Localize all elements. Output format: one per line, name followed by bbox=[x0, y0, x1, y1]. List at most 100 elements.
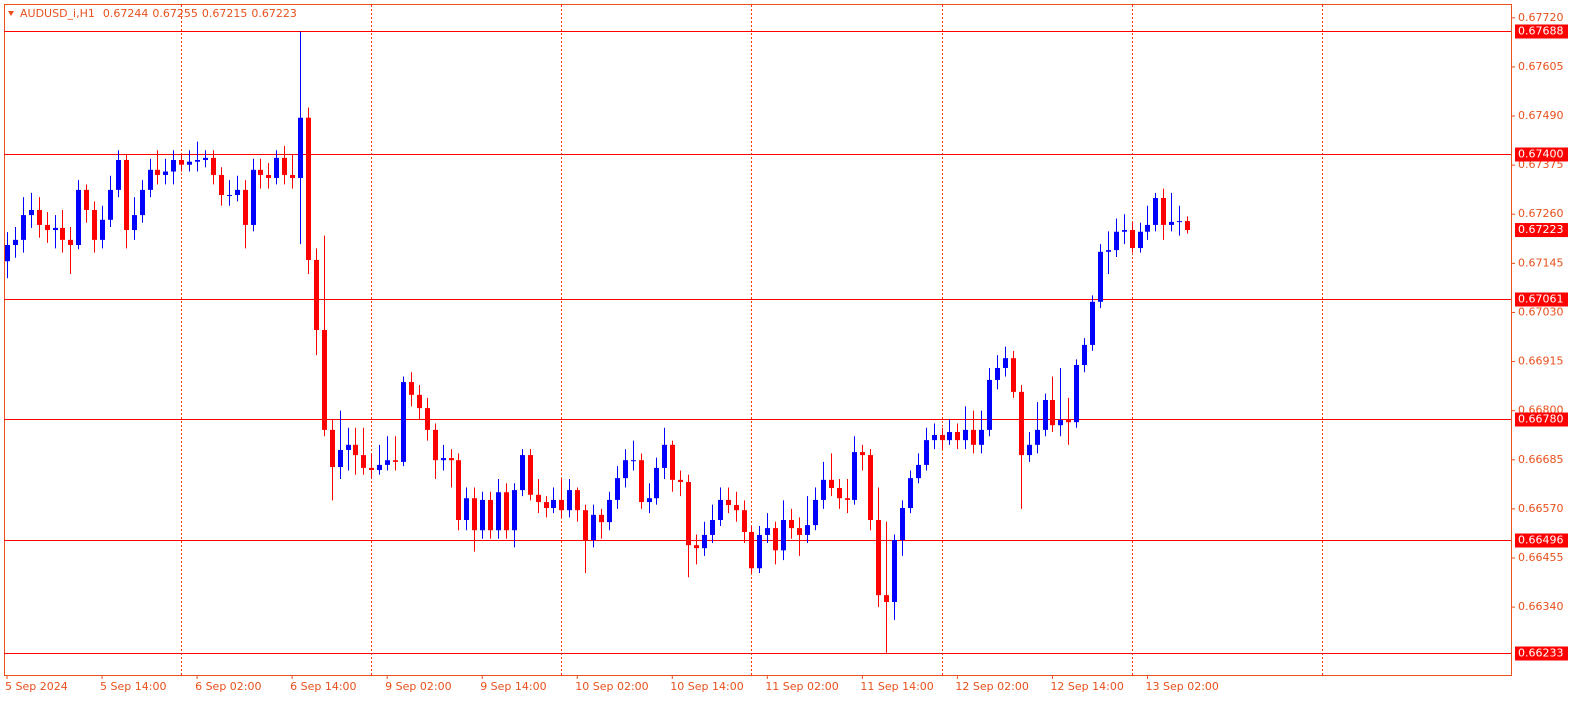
candle-body bbox=[908, 478, 913, 509]
candle-body bbox=[13, 239, 18, 245]
x-tick-label: 11 Sep 02:00 bbox=[765, 680, 838, 693]
candle-body bbox=[789, 519, 794, 529]
y-tick-label: 0.66915 bbox=[1518, 355, 1564, 368]
candle-body bbox=[53, 227, 58, 231]
x-tick-label: 13 Sep 02:00 bbox=[1145, 680, 1218, 693]
candle-body bbox=[401, 382, 406, 462]
candle-body bbox=[631, 460, 636, 462]
x-tick-label: 5 Sep 2024 bbox=[5, 680, 68, 693]
candle-body bbox=[813, 499, 818, 526]
candle-body bbox=[1122, 230, 1127, 232]
candle-body bbox=[932, 435, 937, 441]
y-tick-label: 0.66570 bbox=[1518, 502, 1564, 515]
level-label-bg bbox=[1515, 292, 1568, 307]
candle-body bbox=[1130, 230, 1135, 248]
candle-body bbox=[155, 169, 160, 175]
candle-body bbox=[829, 479, 834, 488]
candle-body bbox=[235, 189, 240, 196]
candle-body bbox=[433, 429, 438, 461]
candle-body bbox=[163, 171, 168, 175]
candle-body bbox=[417, 394, 422, 409]
candle-body bbox=[76, 189, 81, 245]
candle-body bbox=[456, 460, 461, 520]
candle-body bbox=[306, 117, 311, 260]
candle-body bbox=[1066, 420, 1071, 423]
candle-body bbox=[916, 464, 921, 479]
candle-body bbox=[639, 460, 644, 503]
candle-body bbox=[45, 224, 50, 231]
candle-body bbox=[837, 487, 842, 499]
candle-body bbox=[995, 367, 1000, 380]
candle-body bbox=[734, 505, 739, 511]
candle-body bbox=[520, 455, 525, 491]
candle-body bbox=[544, 502, 549, 509]
candle-body bbox=[805, 525, 810, 535]
candle-body bbox=[68, 239, 73, 245]
level-label: 0.67400 bbox=[1518, 148, 1564, 161]
candle-body bbox=[211, 157, 216, 175]
candle-body bbox=[425, 408, 430, 430]
candle-body bbox=[615, 478, 620, 500]
x-tick-label: 10 Sep 02:00 bbox=[575, 680, 648, 693]
candle-body bbox=[393, 460, 398, 462]
candle-body bbox=[258, 169, 263, 175]
candle-body bbox=[670, 444, 675, 480]
close-value: 0.67223 bbox=[251, 7, 297, 20]
candle-body bbox=[92, 209, 97, 240]
candle-body bbox=[567, 490, 572, 511]
candle-body bbox=[662, 444, 667, 468]
level-label: 0.67061 bbox=[1518, 293, 1564, 306]
candle-body bbox=[441, 458, 446, 461]
candle-body bbox=[37, 209, 42, 225]
candle-body bbox=[797, 528, 802, 535]
candle-body bbox=[694, 545, 699, 549]
candle-body bbox=[488, 499, 493, 531]
candle-body bbox=[195, 160, 200, 162]
last-price-bg bbox=[1515, 223, 1568, 238]
y-tick-label: 0.67605 bbox=[1518, 60, 1564, 73]
candle-body bbox=[742, 510, 747, 532]
candle-body bbox=[298, 117, 303, 178]
candle-body bbox=[449, 458, 454, 461]
symbol: AUDUSD_i,H1 bbox=[20, 7, 95, 20]
x-tick-label: 6 Sep 02:00 bbox=[195, 680, 261, 693]
x-tick-label: 5 Sep 14:00 bbox=[100, 680, 166, 693]
candle-body bbox=[219, 174, 224, 196]
candle-body bbox=[559, 499, 564, 511]
x-tick-label: 12 Sep 14:00 bbox=[1050, 680, 1123, 693]
level-label: 0.67688 bbox=[1518, 25, 1564, 38]
candle-body bbox=[338, 449, 343, 468]
candle-body bbox=[1050, 399, 1055, 426]
candle-body bbox=[963, 429, 968, 441]
high-value: 0.67255 bbox=[152, 7, 198, 20]
level-label: 0.66780 bbox=[1518, 413, 1564, 426]
candle-body bbox=[148, 169, 153, 190]
candle-body bbox=[821, 479, 826, 500]
candle-body bbox=[361, 455, 366, 468]
candle-body bbox=[749, 531, 754, 569]
candle-body bbox=[955, 432, 960, 441]
candle-body bbox=[346, 444, 351, 450]
candle-body bbox=[575, 490, 580, 511]
candle-body bbox=[124, 160, 129, 231]
y-tick-label: 0.66685 bbox=[1518, 453, 1564, 466]
candle-body bbox=[480, 499, 485, 531]
candle-body bbox=[599, 514, 604, 523]
candle-body bbox=[781, 519, 786, 551]
candle-body bbox=[274, 157, 279, 178]
candle-body bbox=[116, 160, 121, 190]
candle-body bbox=[979, 429, 984, 445]
candle-body bbox=[472, 498, 477, 531]
candle-body bbox=[1058, 420, 1063, 426]
candle-body bbox=[385, 460, 390, 465]
candle-body bbox=[409, 382, 414, 395]
candle-body bbox=[1138, 231, 1143, 248]
candle-body bbox=[1019, 391, 1024, 456]
candle-body bbox=[187, 161, 192, 165]
level-label-bg bbox=[1515, 533, 1568, 548]
candle-body bbox=[591, 514, 596, 541]
candle-body bbox=[464, 498, 469, 520]
collapse-icon[interactable] bbox=[8, 11, 14, 16]
